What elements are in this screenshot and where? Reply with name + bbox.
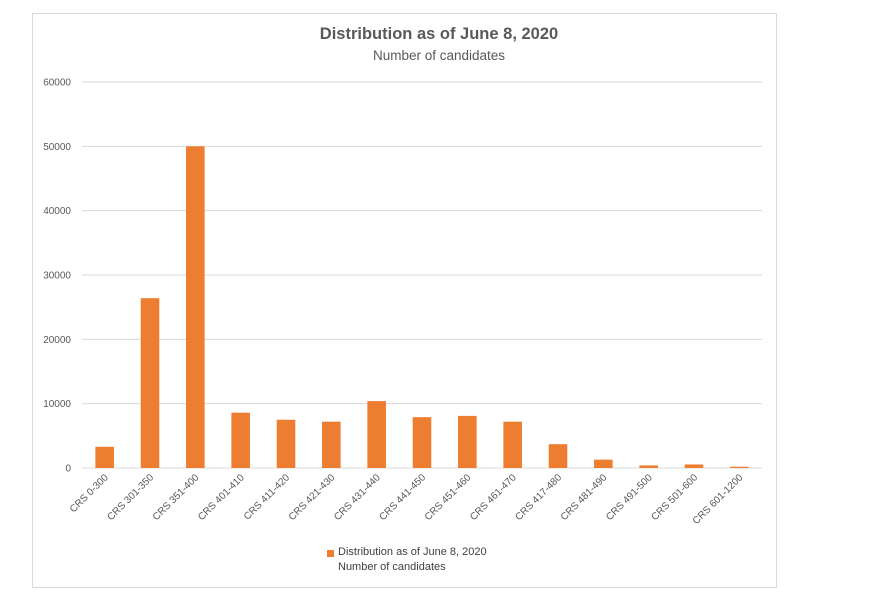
x-tick-label: CRS 0-300 [68, 472, 111, 515]
legend-swatch [327, 550, 334, 557]
bar [684, 464, 704, 468]
bar [730, 466, 749, 468]
bar [186, 146, 205, 469]
bar [95, 446, 114, 468]
x-tick-label: CRS 441-450 [377, 472, 428, 523]
y-tick-label: 10000 [43, 399, 71, 410]
x-tick-label: CRS 401-410 [196, 472, 247, 523]
bar [412, 417, 432, 468]
y-tick-label: 60000 [43, 78, 71, 89]
x-tick-label: CRS 417-480 [513, 472, 564, 523]
y-tick-label: 30000 [43, 271, 71, 282]
bar [367, 401, 386, 468]
x-tick-label: CRS 351-400 [151, 472, 202, 523]
y-tick-label: 50000 [43, 142, 71, 153]
x-tick-label: CRS 301-350 [105, 472, 156, 523]
y-tick-label: 20000 [43, 335, 71, 346]
chart-title: Distribution as of June 8, 2020 [319, 25, 559, 43]
bar [140, 298, 160, 468]
x-tick-label: CRS 431-440 [332, 472, 383, 523]
x-tick-label: CRS 461-470 [468, 472, 519, 523]
x-tick-label: CRS 481-490 [559, 472, 610, 523]
x-tick-label: CRS 451-460 [423, 472, 474, 523]
bar [276, 419, 296, 468]
x-tick-label: CRS 501-600 [649, 472, 700, 523]
x-tick-label: CRS 411-420 [242, 472, 292, 522]
bar [548, 444, 568, 468]
bar [503, 421, 522, 468]
chart-subtitle: Number of candidates [372, 48, 506, 63]
bar [458, 415, 477, 468]
bar [639, 465, 658, 468]
bar [594, 459, 613, 468]
x-tick-label: CRS 491-500 [604, 472, 655, 523]
x-tick-label: CRS 421-430 [287, 472, 338, 523]
bar [322, 421, 341, 468]
legend-label: Distribution as of June 8, 2020 [338, 546, 487, 558]
y-tick-label: 40000 [43, 206, 71, 217]
bar [231, 412, 250, 468]
y-tick-label: 0 [65, 464, 71, 475]
legend-label-subtitle: Number of candidates [338, 561, 446, 573]
